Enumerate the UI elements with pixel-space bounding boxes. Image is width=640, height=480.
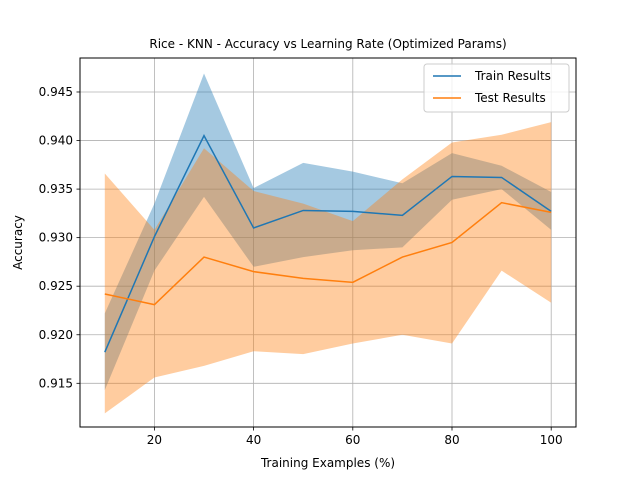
x-tick-label: 80 xyxy=(444,433,459,447)
legend-label: Test Results xyxy=(474,91,546,105)
y-tick-label: 0.940 xyxy=(39,134,73,148)
y-tick-label: 0.925 xyxy=(39,279,73,293)
plot-area-frame xyxy=(79,57,577,428)
series-lines xyxy=(104,134,552,353)
y-axis-label: Accuracy xyxy=(11,215,25,270)
x-tick-label: 20 xyxy=(147,433,162,447)
y-axis: 0.915 0.920 0.925 0.930 0.935 0.940 0.945 xyxy=(39,85,80,390)
line-train xyxy=(104,134,552,353)
x-tick-label: 100 xyxy=(540,433,563,447)
line-test xyxy=(104,201,552,306)
x-tick-label: 60 xyxy=(345,433,360,447)
y-tick-label: 0.945 xyxy=(39,85,73,99)
band-train xyxy=(104,73,552,391)
confidence-bands xyxy=(104,73,552,414)
grid xyxy=(80,58,576,427)
x-axis-label: Training Examples (%) xyxy=(260,456,395,470)
y-tick-label: 0.935 xyxy=(39,182,73,196)
chart-title: Rice - KNN - Accuracy vs Learning Rate (… xyxy=(149,37,506,51)
x-axis: 20 40 60 80 100 xyxy=(147,427,563,447)
y-tick-label: 0.920 xyxy=(39,328,73,342)
band-test xyxy=(104,122,552,414)
y-tick-label: 0.930 xyxy=(39,231,73,245)
legend-label: Train Results xyxy=(474,69,551,83)
y-tick-label: 0.915 xyxy=(39,376,73,390)
x-tick-label: 40 xyxy=(246,433,261,447)
legend: Train Results Test Results xyxy=(423,63,570,113)
